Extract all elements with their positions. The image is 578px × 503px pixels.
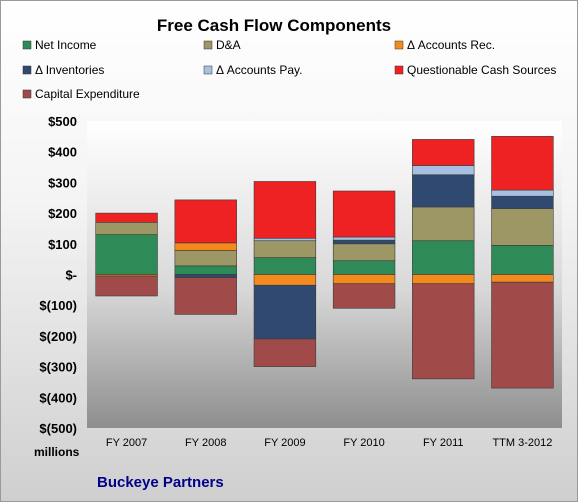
bar-segment xyxy=(95,275,158,297)
x-tick-label: FY 2007 xyxy=(106,437,147,449)
y-tick-label: $(400) xyxy=(39,390,77,405)
y-tick-label: $100 xyxy=(48,237,77,252)
legend-swatch xyxy=(203,65,213,75)
bar-segment xyxy=(253,181,317,239)
legend-label: Δ Inventories xyxy=(35,63,104,77)
bar-segment xyxy=(332,239,396,245)
bar-segment xyxy=(332,274,396,285)
bar-segment xyxy=(174,277,237,315)
legend-label: Δ Accounts Pay. xyxy=(216,63,303,77)
bar-segment xyxy=(332,243,396,261)
bar-segment xyxy=(174,274,237,278)
bar-segment xyxy=(412,283,475,380)
bar-segment xyxy=(491,274,554,283)
bar-segment xyxy=(332,190,396,238)
chart-title: Free Cash Flow Components xyxy=(157,16,391,35)
legend-label: Δ Accounts Rec. xyxy=(407,38,495,52)
bar-segment xyxy=(412,165,475,176)
legend-swatch xyxy=(394,65,404,75)
y-axis: $500 $400 $300 $200 $100 $- $(100) $(200) $(300)… xyxy=(39,114,77,436)
x-tick-label: FY 2010 xyxy=(343,437,384,449)
bar-segment xyxy=(95,222,158,235)
y-tick-label: $200 xyxy=(48,206,77,221)
bar-segment xyxy=(174,199,237,244)
legend-swatch xyxy=(22,89,32,99)
y-tick-label: $300 xyxy=(48,175,77,190)
bar-segment xyxy=(174,265,237,275)
legend-label: Questionable Cash Sources xyxy=(407,63,556,77)
bar-segment xyxy=(174,250,237,267)
bar-segment xyxy=(412,174,475,208)
bar-segment xyxy=(491,281,554,389)
plot-area xyxy=(87,121,562,428)
legend-swatch xyxy=(22,65,32,75)
legend-swatch xyxy=(394,40,404,50)
bar-segment xyxy=(332,260,396,275)
bar-segment xyxy=(95,234,158,275)
x-tick-label: FY 2011 xyxy=(423,437,464,449)
bar-segment xyxy=(412,240,475,275)
legend-label: Capital Expenditure xyxy=(35,87,140,101)
bar-segment xyxy=(253,237,317,242)
legend-label: D&A xyxy=(216,38,241,52)
bar-segment xyxy=(332,283,396,309)
bar-segment xyxy=(253,240,317,258)
bar-segment xyxy=(491,195,554,209)
y-tick-label: $(300) xyxy=(39,360,77,375)
y-tick-label: $(100) xyxy=(39,298,77,313)
y-tick-label: $(500) xyxy=(39,421,77,436)
legend-swatch xyxy=(22,40,32,50)
bar-segment xyxy=(412,139,475,166)
x-tick-label: FY 2008 xyxy=(185,437,226,449)
units-label: millions xyxy=(34,445,80,459)
bar-segment xyxy=(491,208,554,246)
bar-segment xyxy=(491,189,554,197)
x-tick-label: TTM 3-2012 xyxy=(492,437,552,449)
bar-segment xyxy=(412,274,475,285)
y-tick-label: $400 xyxy=(48,145,77,160)
legend-label: Net Income xyxy=(35,38,97,52)
bar-segment xyxy=(174,242,237,251)
bars xyxy=(95,136,554,389)
bar-segment xyxy=(332,236,396,241)
bar-segment xyxy=(95,212,158,223)
x-axis: FY 2007 FY 2008 FY 2009 FY 2010 FY 2011 TTM 3… xyxy=(106,437,552,449)
bar-segment xyxy=(253,257,317,275)
legend: Net Income D&A Δ Accounts Rec. Δ Inventorie… xyxy=(22,38,556,101)
company-label: Buckeye Partners xyxy=(97,474,224,491)
y-tick-label: $(200) xyxy=(39,329,77,344)
y-tick-label: $- xyxy=(65,268,77,283)
bar-segment xyxy=(491,245,554,275)
y-tick-label: $500 xyxy=(48,114,77,129)
bar-segment xyxy=(253,274,317,286)
bar-segment xyxy=(253,284,317,340)
bar-segment xyxy=(491,136,554,191)
legend-swatch xyxy=(203,40,213,50)
bar-segment xyxy=(253,338,317,367)
x-tick-label: FY 2009 xyxy=(264,437,305,449)
bar-segment xyxy=(412,206,475,242)
